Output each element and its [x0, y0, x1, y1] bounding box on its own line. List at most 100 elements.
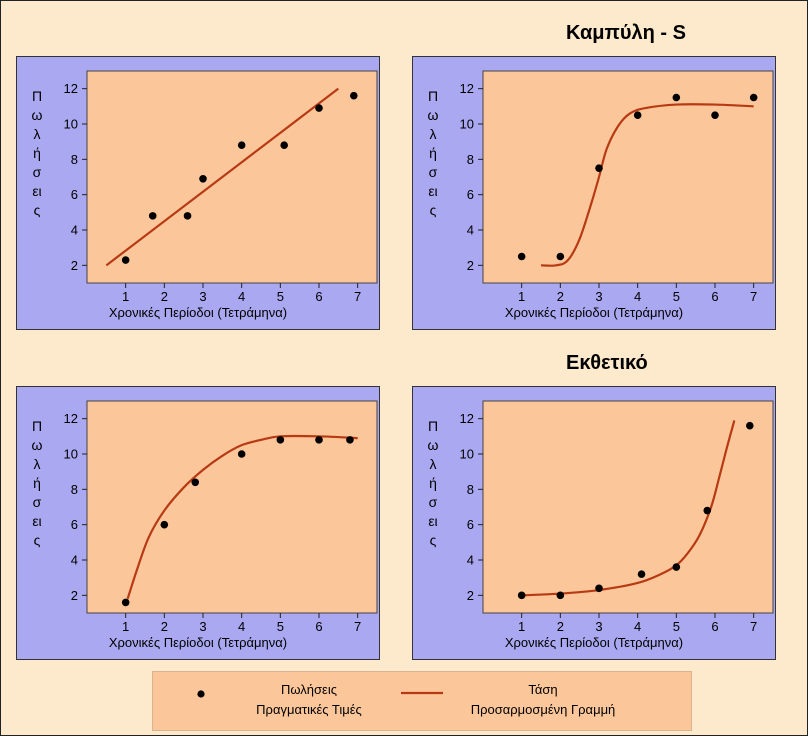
x-axis-label: Χρονικές Περίοδοι (Τετράμηνα): [108, 305, 288, 320]
x-tick-label: 7: [750, 619, 757, 634]
legend-points-subtitle: Πραγματικές Τιμές: [256, 702, 362, 717]
y-tick-label: 4: [467, 223, 474, 238]
data-point: [672, 563, 681, 571]
panel-linear: Πωλήσεις 2 4 6 8 10 12 1 2 3 4 5 6 7 Χρονικές Περίοδ…: [16, 56, 380, 330]
x-tick-label: 4: [634, 289, 641, 304]
data-point: [672, 93, 681, 102]
data-point: [121, 598, 130, 607]
x-tick-label: 4: [238, 289, 245, 304]
data-point: [315, 104, 323, 112]
legend-points-title: Πωλήσεις: [281, 682, 337, 697]
x-axis-label: Χρονικές Περίοδοι (Τετράμηνα): [504, 635, 684, 650]
x-tick-label: 7: [354, 289, 361, 304]
y-tick-label: 2: [467, 258, 474, 273]
y-tick-label: 12: [460, 411, 474, 426]
y-tick-label: 12: [64, 411, 78, 426]
legend-symbols: [197, 690, 443, 698]
data-point: [556, 252, 565, 261]
plot-area: [482, 70, 774, 284]
data-point: [711, 111, 719, 119]
x-tick-label: 4: [634, 619, 641, 634]
y-tick-label: 10: [460, 447, 474, 462]
trend-line: [105, 87, 339, 267]
y-tick-label: 8: [71, 152, 78, 167]
legend-point-marker: [197, 690, 205, 698]
x-tick-label: 5: [277, 289, 284, 304]
x-tick-label: 6: [711, 289, 718, 304]
data-point: [280, 141, 289, 149]
plot-area: [86, 70, 378, 284]
x-tick-label: 5: [277, 619, 284, 634]
panel-s-curve: Πωλήσεις 2 4 6 8 10 12 1 2 3 4 5 6 7 Χρονικές Περίοδ…: [412, 56, 776, 330]
x-tick-label: 2: [557, 289, 564, 304]
data-point: [121, 256, 130, 264]
x-tick-label: 6: [315, 619, 322, 634]
plot-area: [482, 400, 774, 614]
panel-logarithmic: Πωλήσεις 2 4 6 8 10 12 1 2 3 4 5 6 7 Χρονικές Περίοδ…: [16, 386, 380, 660]
y-tick-label: 8: [467, 152, 474, 167]
x-tick-label: 5: [673, 619, 680, 634]
x-tick-label: 6: [315, 289, 322, 304]
y-axis-label: Πωλήσεις: [427, 418, 439, 548]
data-point: [749, 93, 758, 102]
data-point: [315, 436, 323, 444]
x-tick-label: 3: [199, 289, 206, 304]
y-tick-label: 8: [71, 482, 78, 497]
heading-exponential: Εκθετικό: [566, 352, 648, 374]
data-point: [595, 584, 603, 593]
data-point: [237, 450, 246, 458]
y-tick-label: 2: [467, 588, 474, 603]
data-point: [350, 91, 358, 100]
data-point: [199, 174, 207, 183]
y-tick-label: 8: [467, 482, 474, 497]
data-point: [703, 506, 712, 515]
x-axis-label: Χρονικές Περίοδοι (Τετράμηνα): [108, 635, 288, 650]
legend: Πωλήσεις Πραγματικές Τιμές Τάση Προσαρμο…: [152, 671, 692, 731]
x-tick-label: 4: [238, 619, 245, 634]
x-tick-label: 1: [122, 289, 129, 304]
data-point: [633, 111, 642, 119]
data-point: [346, 436, 354, 444]
heading-s-curve: Καμπύλη - S: [566, 22, 686, 44]
x-tick-label: 2: [161, 619, 168, 634]
y-tick-label: 4: [71, 223, 78, 238]
data-point: [595, 164, 603, 172]
panel-exponential: Πωλήσεις 2 4 6 8 10 12 1 2 3 4 5 6 7 Χρονικές Περίοδ…: [412, 386, 776, 660]
data-point: [276, 436, 285, 444]
y-tick-label: 2: [71, 588, 78, 603]
data-point: [637, 570, 646, 578]
x-tick-label: 1: [518, 619, 525, 634]
y-tick-label: 6: [71, 187, 78, 202]
y-tick-label: 6: [467, 517, 474, 532]
x-tick-label: 2: [161, 289, 168, 304]
data-point: [237, 141, 246, 149]
data-point: [183, 212, 192, 220]
trend-line: [540, 103, 754, 267]
y-tick-label: 10: [64, 447, 78, 462]
x-tick-label: 1: [122, 619, 129, 634]
x-axis-label: Χρονικές Περίοδοι (Τετράμηνα): [504, 305, 684, 320]
y-tick-label: 12: [460, 81, 474, 96]
x-tick-label: 7: [750, 289, 757, 304]
y-tick-label: 6: [71, 517, 78, 532]
x-tick-label: 5: [673, 289, 680, 304]
y-tick-label: 12: [64, 81, 78, 96]
data-point: [160, 520, 169, 529]
y-tick-label: 4: [71, 553, 78, 568]
data-point: [191, 478, 200, 487]
trend-line: [126, 434, 358, 600]
y-tick-label: 6: [467, 187, 474, 202]
x-tick-label: 6: [711, 619, 718, 634]
y-tick-label: 10: [64, 117, 78, 132]
y-axis-label: Πωλήσεις: [31, 88, 43, 218]
y-tick-label: 4: [467, 553, 474, 568]
x-tick-label: 3: [595, 289, 602, 304]
data-point: [556, 591, 565, 600]
data-point: [517, 252, 526, 261]
x-tick-label: 2: [557, 619, 564, 634]
x-tick-label: 3: [595, 619, 602, 634]
